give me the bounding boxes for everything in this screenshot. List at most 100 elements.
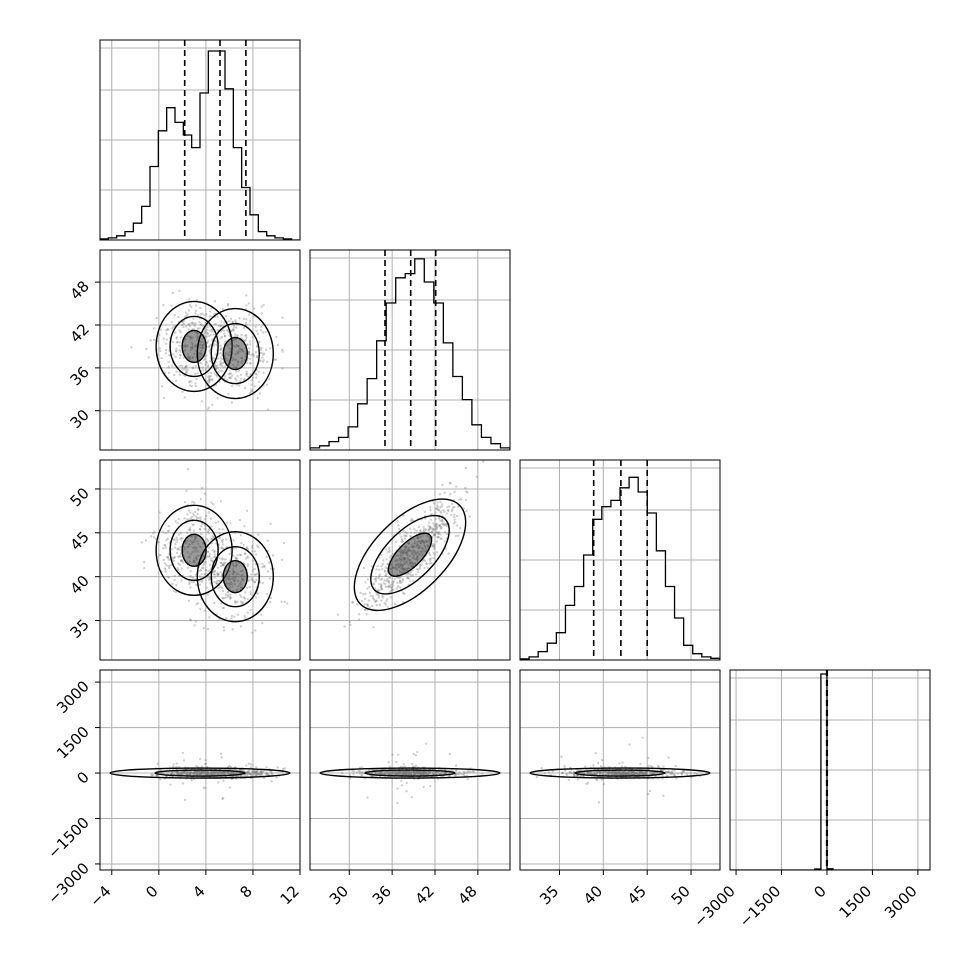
sample-point [396, 520, 400, 523]
sample-point [627, 771, 631, 774]
sample-point [189, 771, 192, 775]
sample-point [251, 559, 255, 562]
sample-point [244, 552, 247, 555]
sample-point [203, 492, 207, 496]
sample-point [437, 517, 441, 520]
sample-point [221, 538, 224, 541]
sample-point [239, 534, 243, 537]
sample-point [245, 586, 249, 589]
sample-point [219, 557, 222, 560]
sample-point [179, 545, 182, 548]
sample-point [254, 573, 257, 576]
sample-point [352, 773, 355, 776]
sample-point [638, 770, 642, 774]
sample-point [191, 512, 195, 515]
sample-point [176, 548, 179, 551]
sample-point [222, 629, 226, 632]
sample-point [182, 323, 186, 326]
sample-point [261, 581, 264, 585]
sample-point [283, 600, 286, 604]
y-tick-label: −3000 [44, 859, 93, 908]
sample-point [186, 467, 190, 471]
sample-point [220, 771, 224, 774]
sample-point [248, 772, 252, 776]
sample-point [401, 539, 404, 543]
sample-point [222, 558, 226, 561]
sample-point [200, 400, 204, 403]
sample-point [431, 530, 434, 533]
sample-point [175, 370, 178, 373]
sample-point [183, 517, 186, 520]
sample-point [619, 770, 622, 773]
sample-point [383, 579, 386, 582]
sample-point [167, 557, 170, 560]
sample-point [207, 773, 210, 776]
sample-point [428, 553, 432, 557]
panel-content [109, 751, 291, 802]
sample-point [275, 776, 278, 779]
sample-point [240, 602, 243, 606]
sample-point [207, 339, 210, 343]
sample-point [360, 770, 364, 774]
sample-point [163, 567, 167, 570]
sample-point [614, 770, 618, 774]
sample-point [454, 485, 458, 488]
sample-point [208, 380, 211, 383]
sample-point [433, 528, 436, 531]
sample-point [626, 772, 629, 775]
sample-point [217, 520, 220, 524]
sample-point [576, 774, 579, 777]
sample-point [186, 770, 189, 774]
sample-point [413, 772, 416, 775]
sample-point [198, 772, 202, 776]
sample-point [255, 355, 259, 358]
y-tick-label: 42 [67, 320, 93, 346]
sample-point [422, 770, 426, 774]
sample-point [368, 606, 371, 609]
sample-point [624, 772, 628, 776]
sample-point [415, 770, 418, 774]
sample-point [431, 527, 435, 530]
sample-point [221, 606, 225, 610]
sample-point [380, 583, 383, 586]
sample-point [414, 771, 417, 775]
sample-point [201, 771, 204, 775]
sample-point [253, 567, 256, 571]
sample-point [152, 536, 156, 539]
sample-point [435, 527, 438, 531]
sample-point [434, 531, 438, 534]
sample-point [421, 771, 425, 774]
sample-point [457, 505, 460, 508]
sample-point [183, 396, 186, 399]
sample-point [174, 331, 177, 334]
sample-point [170, 364, 174, 367]
sample-point [251, 569, 254, 572]
sample-point [243, 552, 247, 556]
sample-point [191, 366, 195, 369]
sample-point [403, 534, 406, 537]
sample-point [164, 531, 168, 535]
sample-point [222, 771, 225, 775]
sample-point [377, 771, 381, 775]
sample-point [397, 772, 400, 775]
sample-point [439, 510, 442, 513]
sample-point [606, 772, 609, 775]
sample-point [158, 333, 161, 336]
sample-point [192, 580, 196, 584]
sample-point [623, 771, 627, 775]
sample-point [384, 585, 387, 588]
sample-point [260, 312, 263, 315]
sample-point [369, 594, 372, 598]
sample-point [432, 544, 436, 548]
sample-point [216, 364, 219, 368]
sample-point [200, 522, 204, 525]
sample-point [216, 571, 219, 575]
sample-point [230, 384, 234, 388]
sample-point [565, 773, 568, 776]
sample-point [667, 770, 670, 773]
sample-point [263, 565, 266, 569]
sample-point [363, 608, 367, 612]
sample-point [172, 589, 175, 593]
sample-point [632, 770, 636, 774]
sample-point [399, 771, 403, 775]
